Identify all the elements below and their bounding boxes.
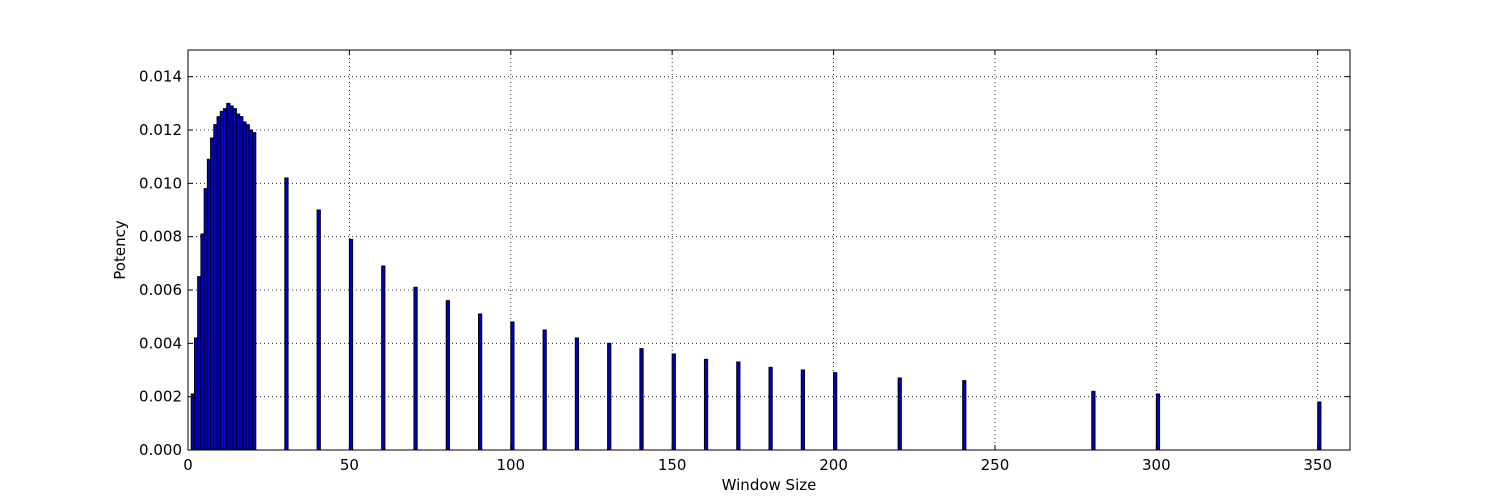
- bars-layer: [190, 102, 1322, 451]
- bar: [736, 361, 741, 451]
- y-axis-label: Potency: [111, 220, 129, 280]
- y-tick-label: 0.004: [139, 334, 182, 352]
- x-axis-label: Window Size: [722, 476, 817, 494]
- bar: [671, 353, 676, 451]
- bar: [1091, 390, 1096, 451]
- bar: [1155, 393, 1161, 451]
- plot-frame: [187, 49, 1351, 451]
- bar: [800, 369, 806, 451]
- ticks-layer: 0 50 100 150 200 250 300 350 0.000 0.002 0.004 0.00…: [139, 50, 1350, 474]
- y-tick-label: 0.000: [139, 441, 182, 459]
- x-tick-label: 150: [658, 456, 687, 474]
- bar: [542, 329, 547, 451]
- x-tick-label: 0: [183, 456, 193, 474]
- bar: [252, 132, 257, 451]
- y-tick-label: 0.012: [139, 121, 182, 139]
- bar: [639, 348, 644, 451]
- x-tick-label: 50: [340, 456, 359, 474]
- x-tick-label: 100: [496, 456, 525, 474]
- bar: [445, 300, 450, 451]
- bar: [381, 265, 386, 451]
- x-tick-label: 300: [1142, 456, 1171, 474]
- bar: [1317, 401, 1322, 451]
- x-tick-label: 350: [1303, 456, 1332, 474]
- y-tick-label: 0.006: [139, 281, 182, 299]
- bar: [703, 358, 709, 451]
- bar: [510, 321, 515, 451]
- bar: [897, 377, 902, 451]
- bar: [833, 372, 838, 451]
- bar: [768, 366, 773, 451]
- y-tick-label: 0.014: [139, 68, 182, 86]
- bar: [574, 337, 580, 451]
- bar: [962, 380, 967, 451]
- y-tick-label: 0.008: [139, 228, 182, 246]
- bar: [316, 209, 321, 451]
- x-tick-label: 250: [981, 456, 1010, 474]
- y-tick-label: 0.002: [139, 388, 182, 406]
- bar: [284, 177, 289, 451]
- y-tick-label: 0.010: [139, 174, 182, 192]
- bar: [348, 238, 354, 451]
- bar: [478, 313, 483, 451]
- bar: [413, 286, 418, 451]
- bar: [607, 342, 612, 451]
- x-tick-label: 200: [819, 456, 848, 474]
